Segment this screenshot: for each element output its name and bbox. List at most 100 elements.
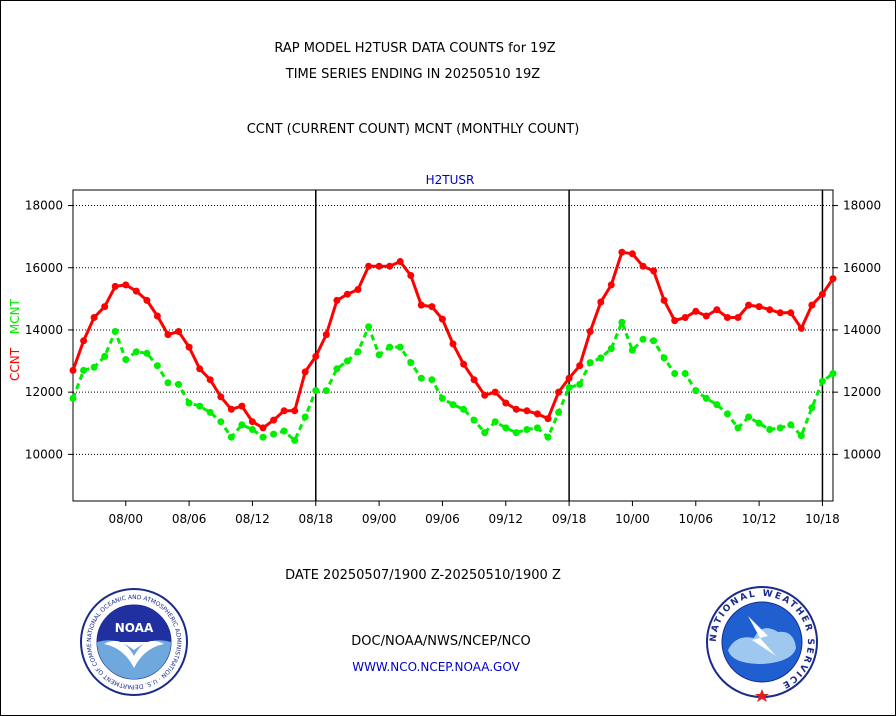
data-point-ccnt [354, 286, 362, 293]
data-point-mcnt [217, 418, 225, 426]
data-point-mcnt [491, 418, 499, 426]
data-point-mcnt [660, 354, 668, 362]
ylabel-ccnt: CCNT [8, 347, 22, 381]
y-tick-label-left: 14000 [25, 323, 63, 337]
data-point-ccnt [713, 306, 721, 314]
data-point-mcnt [734, 424, 742, 432]
data-point-ccnt [417, 301, 425, 309]
data-point-ccnt [829, 275, 837, 283]
x-tick-label: 08/12 [235, 512, 270, 526]
data-point-mcnt [90, 363, 98, 371]
data-point-ccnt [333, 296, 341, 304]
data-point-mcnt [460, 405, 468, 413]
org-label: DOC/NOAA/NWS/NCEP/NCO [351, 634, 530, 649]
data-point-mcnt [248, 426, 256, 433]
data-point-ccnt [755, 303, 763, 311]
data-point-mcnt [723, 410, 731, 418]
x-tick-label: 09/12 [488, 512, 523, 526]
data-point-ccnt [766, 306, 774, 314]
data-point-ccnt [175, 328, 183, 335]
data-point-ccnt [523, 407, 531, 415]
data-point-ccnt [544, 415, 552, 423]
data-point-ccnt [259, 424, 267, 432]
data-point-mcnt [449, 401, 457, 409]
data-point-mcnt [481, 429, 489, 437]
data-point-ccnt [797, 324, 805, 332]
data-point-ccnt [660, 296, 668, 304]
data-point-ccnt [565, 374, 573, 382]
data-point-mcnt [80, 366, 88, 374]
y-tick-label-right: 14000 [843, 323, 881, 337]
data-point-mcnt [755, 419, 763, 427]
data-point-ccnt [227, 405, 235, 413]
ylabel-mcnt: MCNT [8, 298, 22, 334]
x-tick-label: 09/18 [552, 512, 587, 526]
y-tick-label-left: 18000 [25, 199, 63, 213]
data-point-mcnt [143, 349, 151, 357]
x-tick-label: 10/00 [615, 512, 650, 526]
noaa-logo-text: NOAA [115, 621, 154, 635]
chart-title-line2: TIME SERIES ENDING IN 20250510 19Z [285, 67, 541, 82]
chart-title-line3: CCNT (CURRENT COUNT) MCNT (MONTHLY COUNT… [247, 122, 580, 137]
data-point-ccnt [808, 301, 816, 309]
data-point-mcnt [702, 394, 710, 402]
plot-frame [72, 189, 834, 502]
data-point-mcnt [280, 427, 288, 435]
data-point-ccnt [449, 340, 457, 348]
data-point-ccnt [217, 393, 225, 401]
data-point-mcnt [766, 426, 774, 433]
data-point-mcnt [576, 380, 584, 388]
svg-text:CCNT MCNT: CCNT MCNT [8, 298, 22, 381]
data-point-ccnt [671, 317, 679, 325]
y-tick-label-left: 12000 [25, 385, 63, 399]
data-point-ccnt [607, 281, 615, 289]
x-tick-label: 10/18 [805, 512, 840, 526]
data-point-mcnt [650, 337, 658, 345]
data-point-mcnt [681, 370, 689, 377]
data-point-ccnt [386, 262, 394, 270]
y-tick-label-right: 10000 [843, 447, 881, 461]
data-point-ccnt [734, 314, 742, 321]
data-point-mcnt [185, 399, 193, 407]
data-point-mcnt [470, 416, 478, 424]
x-tick-label: 08/18 [298, 512, 333, 526]
data-point-ccnt [460, 360, 468, 368]
data-point-ccnt [428, 303, 436, 311]
website-link[interactable]: WWW.NCO.NCEP.NOAA.GOV [352, 660, 520, 674]
x-tick-label: 10/06 [678, 512, 713, 526]
data-point-ccnt [470, 376, 478, 384]
x-tick-label: 09/06 [425, 512, 460, 526]
data-point-mcnt [523, 426, 531, 433]
data-point-ccnt [270, 416, 278, 424]
data-point-mcnt [312, 387, 320, 395]
data-point-ccnt [639, 262, 647, 270]
data-point-mcnt [565, 384, 573, 391]
data-point-ccnt [745, 301, 753, 309]
data-point-ccnt [143, 296, 151, 304]
data-point-ccnt [185, 343, 193, 351]
data-point-ccnt [723, 314, 731, 321]
x-tick-label: 08/06 [172, 512, 207, 526]
data-point-mcnt [101, 352, 109, 360]
data-point-mcnt [607, 345, 615, 353]
data-point-ccnt [702, 312, 710, 320]
data-point-ccnt [787, 309, 795, 317]
data-point-mcnt [797, 432, 805, 440]
data-point-mcnt [671, 370, 679, 377]
data-point-ccnt [90, 314, 98, 321]
data-point-mcnt [502, 424, 510, 432]
data-point-mcnt [776, 424, 784, 432]
y-tick-label-right: 12000 [843, 385, 881, 399]
data-point-mcnt [227, 433, 235, 441]
data-point-mcnt [428, 376, 436, 384]
data-point-mcnt [745, 413, 753, 421]
data-point-mcnt [818, 377, 826, 385]
data-point-mcnt [122, 356, 130, 363]
x-tick-label: 10/12 [742, 512, 777, 526]
data-point-ccnt [312, 352, 320, 360]
data-point-ccnt [111, 282, 119, 290]
data-point-mcnt [597, 354, 605, 362]
data-point-mcnt [375, 351, 383, 359]
data-point-ccnt [533, 410, 541, 418]
